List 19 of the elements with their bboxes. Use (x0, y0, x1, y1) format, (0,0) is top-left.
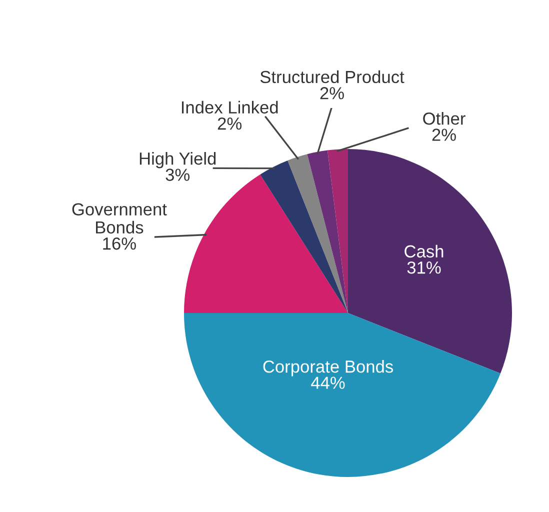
pie-slice (260, 160, 348, 313)
slice-label: Structured Product (260, 70, 404, 84)
data-label: 3% (166, 168, 190, 181)
data-label: 2% (432, 128, 456, 141)
slice-label: High Yield (140, 152, 216, 168)
slice-label: Index Linked (182, 100, 278, 114)
data-label: 16% (103, 237, 136, 250)
slice-label: Corporate Bonds (263, 360, 394, 376)
pie-slice (307, 150, 348, 313)
slice-label: Other (423, 112, 466, 125)
data-label: 31% (407, 261, 441, 274)
slice-label: Cash (404, 244, 444, 258)
data-label: 44% (311, 376, 345, 389)
slice-label: Government Bonds (72, 203, 167, 234)
pie-slice (327, 149, 348, 313)
data-label: 2% (218, 117, 242, 130)
data-label: 2% (320, 87, 344, 100)
pie-slice (288, 154, 348, 313)
pie-slice (184, 313, 500, 477)
